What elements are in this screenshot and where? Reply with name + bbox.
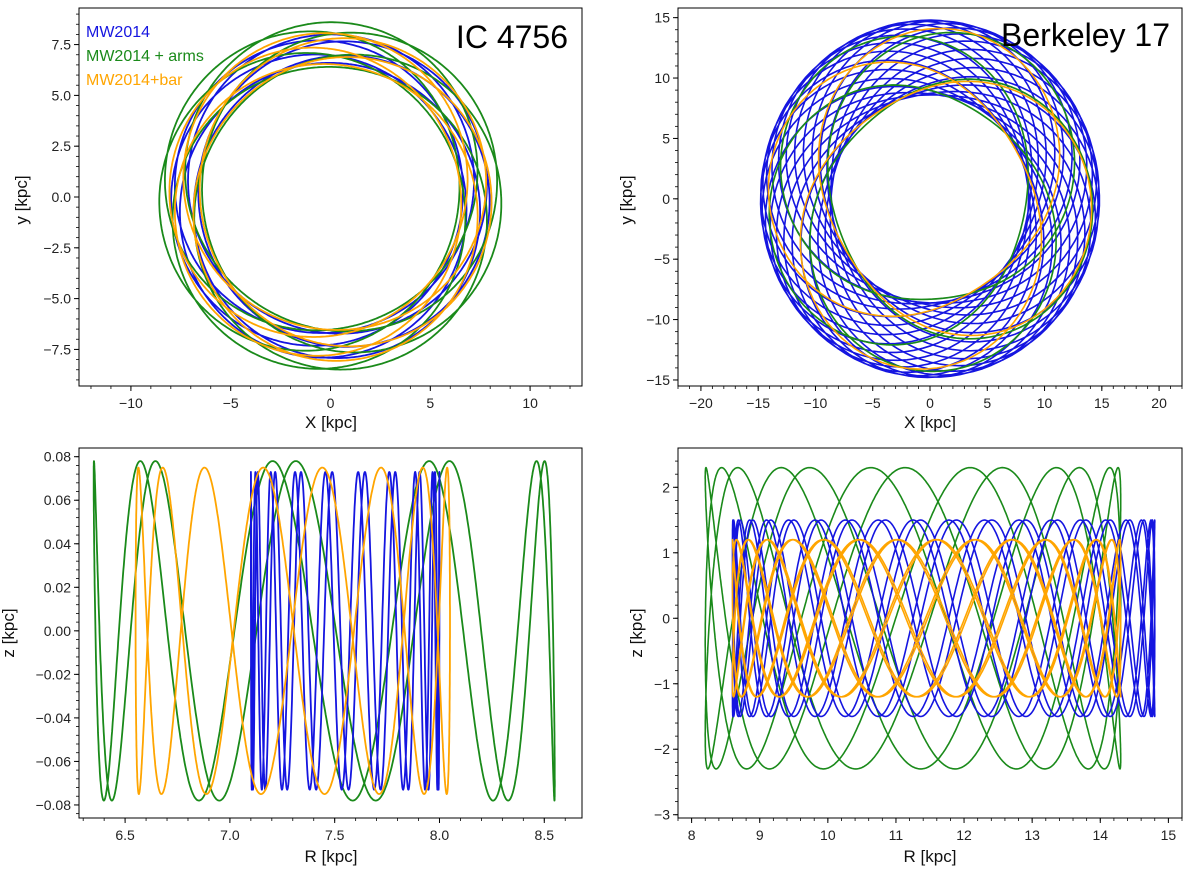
series-line-mw2014-bar: [731, 538, 1122, 698]
y-tick-label: 0.06: [44, 492, 71, 508]
x-axis-label: X [kpc]: [305, 413, 357, 432]
y-axis-label: z [kpc]: [627, 608, 646, 657]
plot-area: [677, 7, 1183, 387]
y-tick-label: 5: [662, 130, 670, 146]
legend-entry-mw2014: MW2014: [86, 24, 150, 41]
panel-berkeley17-xy: −20 −15 −10 −5 0 5 10 15 20 −15 −10 −5 0 5 10 15 X [kpc…: [617, 7, 1183, 432]
y-tick-label: 0.00: [44, 623, 71, 639]
x-tick-label: 7.0: [220, 827, 240, 843]
x-tick-label: −5: [223, 395, 239, 411]
y-tick-label: −0.04: [36, 710, 72, 726]
y-tick-label: −5: [654, 251, 670, 267]
x-axis-label: R [kpc]: [305, 847, 358, 866]
legend-entry-mw2014-bar: MW2014+bar: [86, 72, 183, 89]
y-tick-label: −15: [646, 372, 670, 388]
series-line-mw2014: [759, 19, 1101, 379]
x-tick-label: 14: [1092, 827, 1108, 843]
y-tick-label: −0.02: [36, 666, 72, 682]
legend: MW2014 MW2014 + arms MW2014+bar: [86, 24, 204, 89]
y-tick-label: 0.04: [44, 536, 71, 552]
y-tick-label: −0.08: [36, 797, 72, 813]
y-tick-label: −0.06: [36, 753, 72, 769]
y-tick-label: 0.08: [44, 449, 71, 465]
y-tick-label: 1: [662, 545, 670, 561]
x-tick-label: 5: [426, 395, 434, 411]
y-tick-label: 5.0: [52, 87, 72, 103]
series-line-mw2014: [731, 519, 1156, 718]
x-tick-label: −20: [689, 395, 713, 411]
x-tick-label: 0: [926, 395, 934, 411]
axis-ticks: 6.5 7.0 7.5 8.0 8.5 −0.08 −0.06 −0.04 −0.02 0.00 0…: [36, 449, 566, 843]
x-tick-label: 0: [327, 395, 335, 411]
x-tick-label: 8: [688, 827, 696, 843]
x-tick-label: 20: [1151, 395, 1167, 411]
series-line-mw2014-arms: [158, 21, 503, 371]
series-line-mw2014-bar: [767, 27, 1093, 370]
x-tick-label: 10: [820, 827, 836, 843]
x-tick-label: −15: [746, 395, 770, 411]
plot-area: [78, 447, 583, 819]
series-line-mw2014: [170, 33, 491, 360]
plot-frame: [677, 7, 1183, 387]
y-tick-label: 0: [662, 610, 670, 626]
y-tick-label: −10: [646, 312, 670, 328]
x-tick-label: 6.5: [115, 827, 135, 843]
y-axis-label: y [kpc]: [12, 175, 31, 224]
x-axis-label: R [kpc]: [904, 847, 957, 866]
y-axis-label: z [kpc]: [0, 608, 18, 657]
y-tick-label: −2.5: [43, 240, 71, 256]
series-group: [759, 19, 1101, 379]
axis-ticks: −20 −15 −10 −5 0 5 10 15 20 −15 −10 −5 0 5 10 15: [646, 10, 1183, 411]
panel-title: IC 4756: [456, 19, 568, 55]
x-tick-label: 15: [1161, 827, 1177, 843]
x-axis-label: X [kpc]: [904, 413, 956, 432]
y-tick-label: 0.0: [52, 189, 72, 205]
series-line-mw2014: [249, 470, 441, 791]
y-axis-label: y [kpc]: [617, 175, 636, 224]
y-tick-label: −7.5: [43, 341, 71, 357]
x-tick-label: 8.5: [535, 827, 555, 843]
y-tick-label: 2.5: [52, 138, 72, 154]
x-tick-label: −10: [804, 395, 828, 411]
x-tick-label: 5: [983, 395, 991, 411]
x-tick-label: 10: [1037, 395, 1053, 411]
y-tick-label: 15: [654, 10, 670, 26]
series-line-mw2014-arms: [768, 31, 1094, 373]
panel-ic4756-xy: −10 −5 0 5 10 −7.5 −5.0 −2.5 0.0 2.5 5.0 7.5 X [kpc…: [12, 7, 583, 432]
y-tick-label: −2: [654, 741, 670, 757]
series-line-mw2014-bar: [168, 32, 493, 362]
x-tick-label: 7.5: [325, 827, 345, 843]
y-tick-label: 10: [654, 70, 670, 86]
panel-title: Berkeley 17: [1001, 17, 1170, 53]
series-line-mw2014-bar: [134, 466, 451, 795]
x-tick-label: 12: [956, 827, 972, 843]
x-tick-label: 10: [522, 395, 538, 411]
y-tick-label: 0: [662, 191, 670, 207]
y-tick-label: 7.5: [52, 37, 72, 53]
x-tick-label: −5: [865, 395, 881, 411]
series-group: [704, 466, 1156, 770]
series-group: [158, 21, 503, 371]
x-tick-label: 15: [1094, 395, 1110, 411]
series-group: [92, 460, 556, 802]
x-tick-label: 11: [889, 827, 904, 843]
y-tick-label: 2: [662, 479, 670, 495]
panel-ic4756-rz: 6.5 7.0 7.5 8.0 8.5 −0.08 −0.06 −0.04 −0.02 0.00 0…: [0, 447, 583, 866]
plot-area: [677, 447, 1183, 819]
y-tick-label: −3: [654, 807, 670, 823]
x-tick-label: 9: [756, 827, 764, 843]
y-tick-label: −1: [654, 676, 670, 692]
y-tick-label: 0.02: [44, 579, 71, 595]
x-tick-label: 8.0: [430, 827, 450, 843]
plot-frame: [677, 447, 1183, 819]
y-tick-label: −5.0: [43, 291, 71, 307]
legend-entry-mw2014-arms: MW2014 + arms: [86, 48, 204, 65]
plot-frame: [78, 447, 583, 819]
x-tick-label: −10: [119, 395, 143, 411]
x-tick-label: 13: [1024, 827, 1040, 843]
axis-ticks: −10 −5 0 5 10 −7.5 −5.0 −2.5 0.0 2.5 5.0 7.5: [43, 13, 571, 411]
